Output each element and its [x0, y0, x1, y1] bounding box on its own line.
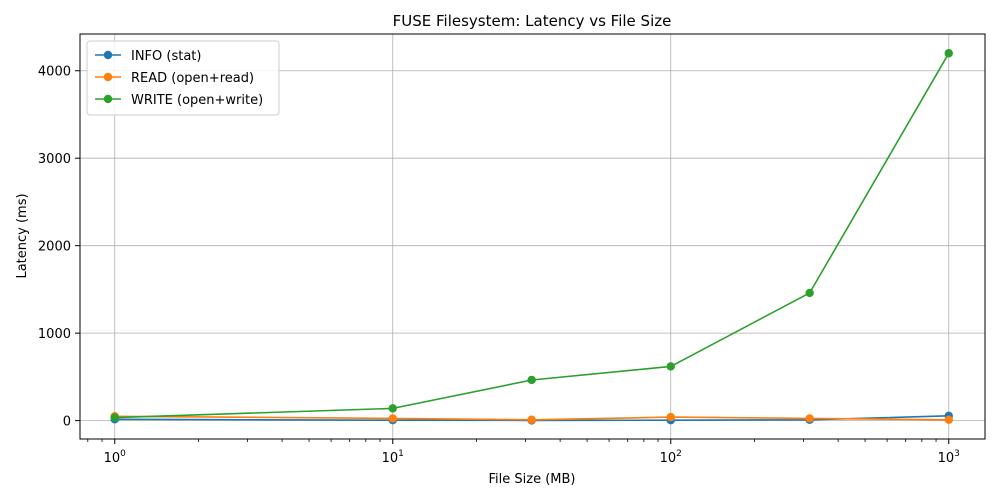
x-tick-label-exponent: 3 [954, 449, 960, 459]
data-point [527, 375, 536, 385]
x-tick-label-exponent: 0 [120, 449, 126, 459]
x-tick-label-base: 10 [938, 451, 955, 466]
x-tick-label: 101 [382, 449, 404, 466]
x-axis-label: File Size (MB) [489, 472, 576, 487]
y-tick-label: 3000 [38, 152, 71, 167]
data-point [388, 404, 397, 413]
x-tick-label-exponent: 2 [676, 449, 682, 459]
legend-marker [103, 94, 113, 104]
legend-marker [103, 50, 113, 60]
chart-title: FUSE Filesystem: Latency vs File Size [393, 12, 672, 30]
y-tick-label: 2000 [38, 240, 71, 255]
legend-label: WRITE (open+write) [131, 93, 263, 108]
series-3 [110, 49, 953, 422]
series-line [114, 415, 949, 421]
legend: INFO (stat) READ (open+read) WRITE (open+w… [86, 40, 280, 116]
data-point [944, 49, 953, 58]
data-point [527, 415, 536, 424]
legend-marker [103, 72, 113, 82]
x-tick-label: 100 [104, 449, 127, 466]
y-tick-label: 4000 [38, 65, 71, 80]
x-tick-label-base: 10 [382, 451, 399, 466]
y-tick-label: 0 [63, 415, 71, 430]
x-tick-label-base: 10 [660, 451, 677, 466]
data-point [388, 414, 397, 423]
data-point [805, 288, 814, 298]
x-tick-label: 103 [938, 449, 960, 466]
x-tick-label-base: 10 [104, 451, 121, 466]
data-point [666, 412, 675, 422]
x-tick-label: 102 [660, 449, 682, 466]
legend-label: INFO (stat) [131, 49, 201, 64]
y-tick-label: 1000 [38, 327, 71, 342]
legend-box [86, 40, 280, 116]
data-point [666, 362, 675, 371]
y-axis-label: Latency (ms) [15, 193, 30, 278]
data-point [805, 414, 814, 423]
plot-frame [79, 33, 986, 440]
series-line [114, 52, 950, 419]
legend-label: READ (open+read) [131, 71, 254, 86]
series-layer [110, 49, 953, 425]
x-tick-label-exponent: 1 [398, 449, 404, 459]
data-point [110, 413, 119, 422]
data-point [944, 415, 953, 424]
